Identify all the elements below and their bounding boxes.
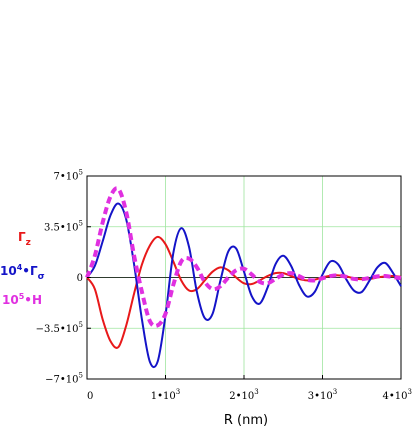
y-tick-label: −3.5•105 xyxy=(36,321,83,335)
y-tick-label: 3.5•105 xyxy=(44,219,83,233)
legend-entry-2: 105•H xyxy=(2,292,42,307)
x-tick-label: 1•103 xyxy=(151,388,180,402)
legend-entry-1: 104•Γσ xyxy=(0,263,45,282)
x-tick-label: 4•103 xyxy=(383,388,412,402)
series-line-0 xyxy=(86,235,402,349)
x-tick-labels: 0 1•103 2•103 3•103 4•103 xyxy=(86,375,412,402)
series-line-2 xyxy=(85,186,402,328)
x-tick-label: 3•103 xyxy=(308,388,337,402)
y-tick-label: −7•105 xyxy=(45,372,83,386)
x-tick-label: 2•103 xyxy=(229,388,258,402)
x-axis-label: R (nm) xyxy=(224,413,268,428)
legend-entry-0: Γz xyxy=(18,230,31,248)
y-tick-label: 0 xyxy=(77,273,83,284)
y-tick-labels: 7•105 3.5•105 0 −3.5•105 −7•105 xyxy=(36,169,91,386)
x-tick-label: 0 xyxy=(87,391,93,402)
y-tick-label: 7•105 xyxy=(54,169,83,183)
series-line-1 xyxy=(86,202,402,369)
legend: Γz 104•Γσ 105•H xyxy=(0,230,45,307)
series-lines xyxy=(85,186,402,369)
